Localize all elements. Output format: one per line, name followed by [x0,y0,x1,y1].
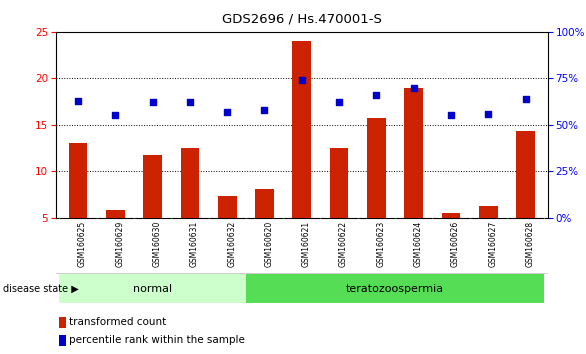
Text: GSM160626: GSM160626 [451,221,460,267]
Point [372,92,381,98]
Bar [255,189,274,264]
Text: GSM160628: GSM160628 [526,221,534,267]
Bar [516,131,535,264]
Bar [218,196,237,264]
Text: GSM160630: GSM160630 [152,221,162,267]
Point [111,113,120,118]
Point [148,100,157,105]
Bar [367,118,386,264]
Text: GSM160629: GSM160629 [115,221,124,267]
Bar [479,206,498,264]
Bar [69,143,87,264]
Text: GSM160623: GSM160623 [376,221,386,267]
Bar [144,154,162,264]
Text: teratozoospermia: teratozoospermia [346,284,444,293]
Text: transformed count: transformed count [69,318,166,327]
Text: normal: normal [133,284,172,293]
Text: GSM160624: GSM160624 [414,221,423,267]
Text: GSM160621: GSM160621 [302,221,311,267]
Bar [246,274,544,303]
Bar [59,317,66,328]
Text: percentile rank within the sample: percentile rank within the sample [69,335,245,346]
Text: GSM160632: GSM160632 [227,221,236,267]
Text: GSM160625: GSM160625 [78,221,87,267]
Bar [59,274,246,303]
Bar [180,148,199,264]
Point [335,100,344,105]
Point [73,98,83,103]
Point [260,107,269,113]
Point [409,85,418,91]
Point [521,96,530,102]
Text: GDS2696 / Hs.470001-S: GDS2696 / Hs.470001-S [222,12,381,25]
Bar [106,210,125,264]
Text: GSM160627: GSM160627 [488,221,498,267]
Point [185,100,195,105]
Text: disease state ▶: disease state ▶ [3,284,79,293]
Point [223,109,232,115]
Bar [404,88,423,264]
Bar [59,335,66,346]
Point [297,78,306,83]
Point [447,113,456,118]
Bar [442,213,460,264]
Text: GSM160631: GSM160631 [190,221,199,267]
Bar [330,148,349,264]
Point [483,111,493,116]
Text: GSM160622: GSM160622 [339,221,348,267]
Bar [292,41,311,264]
Text: GSM160620: GSM160620 [264,221,274,267]
